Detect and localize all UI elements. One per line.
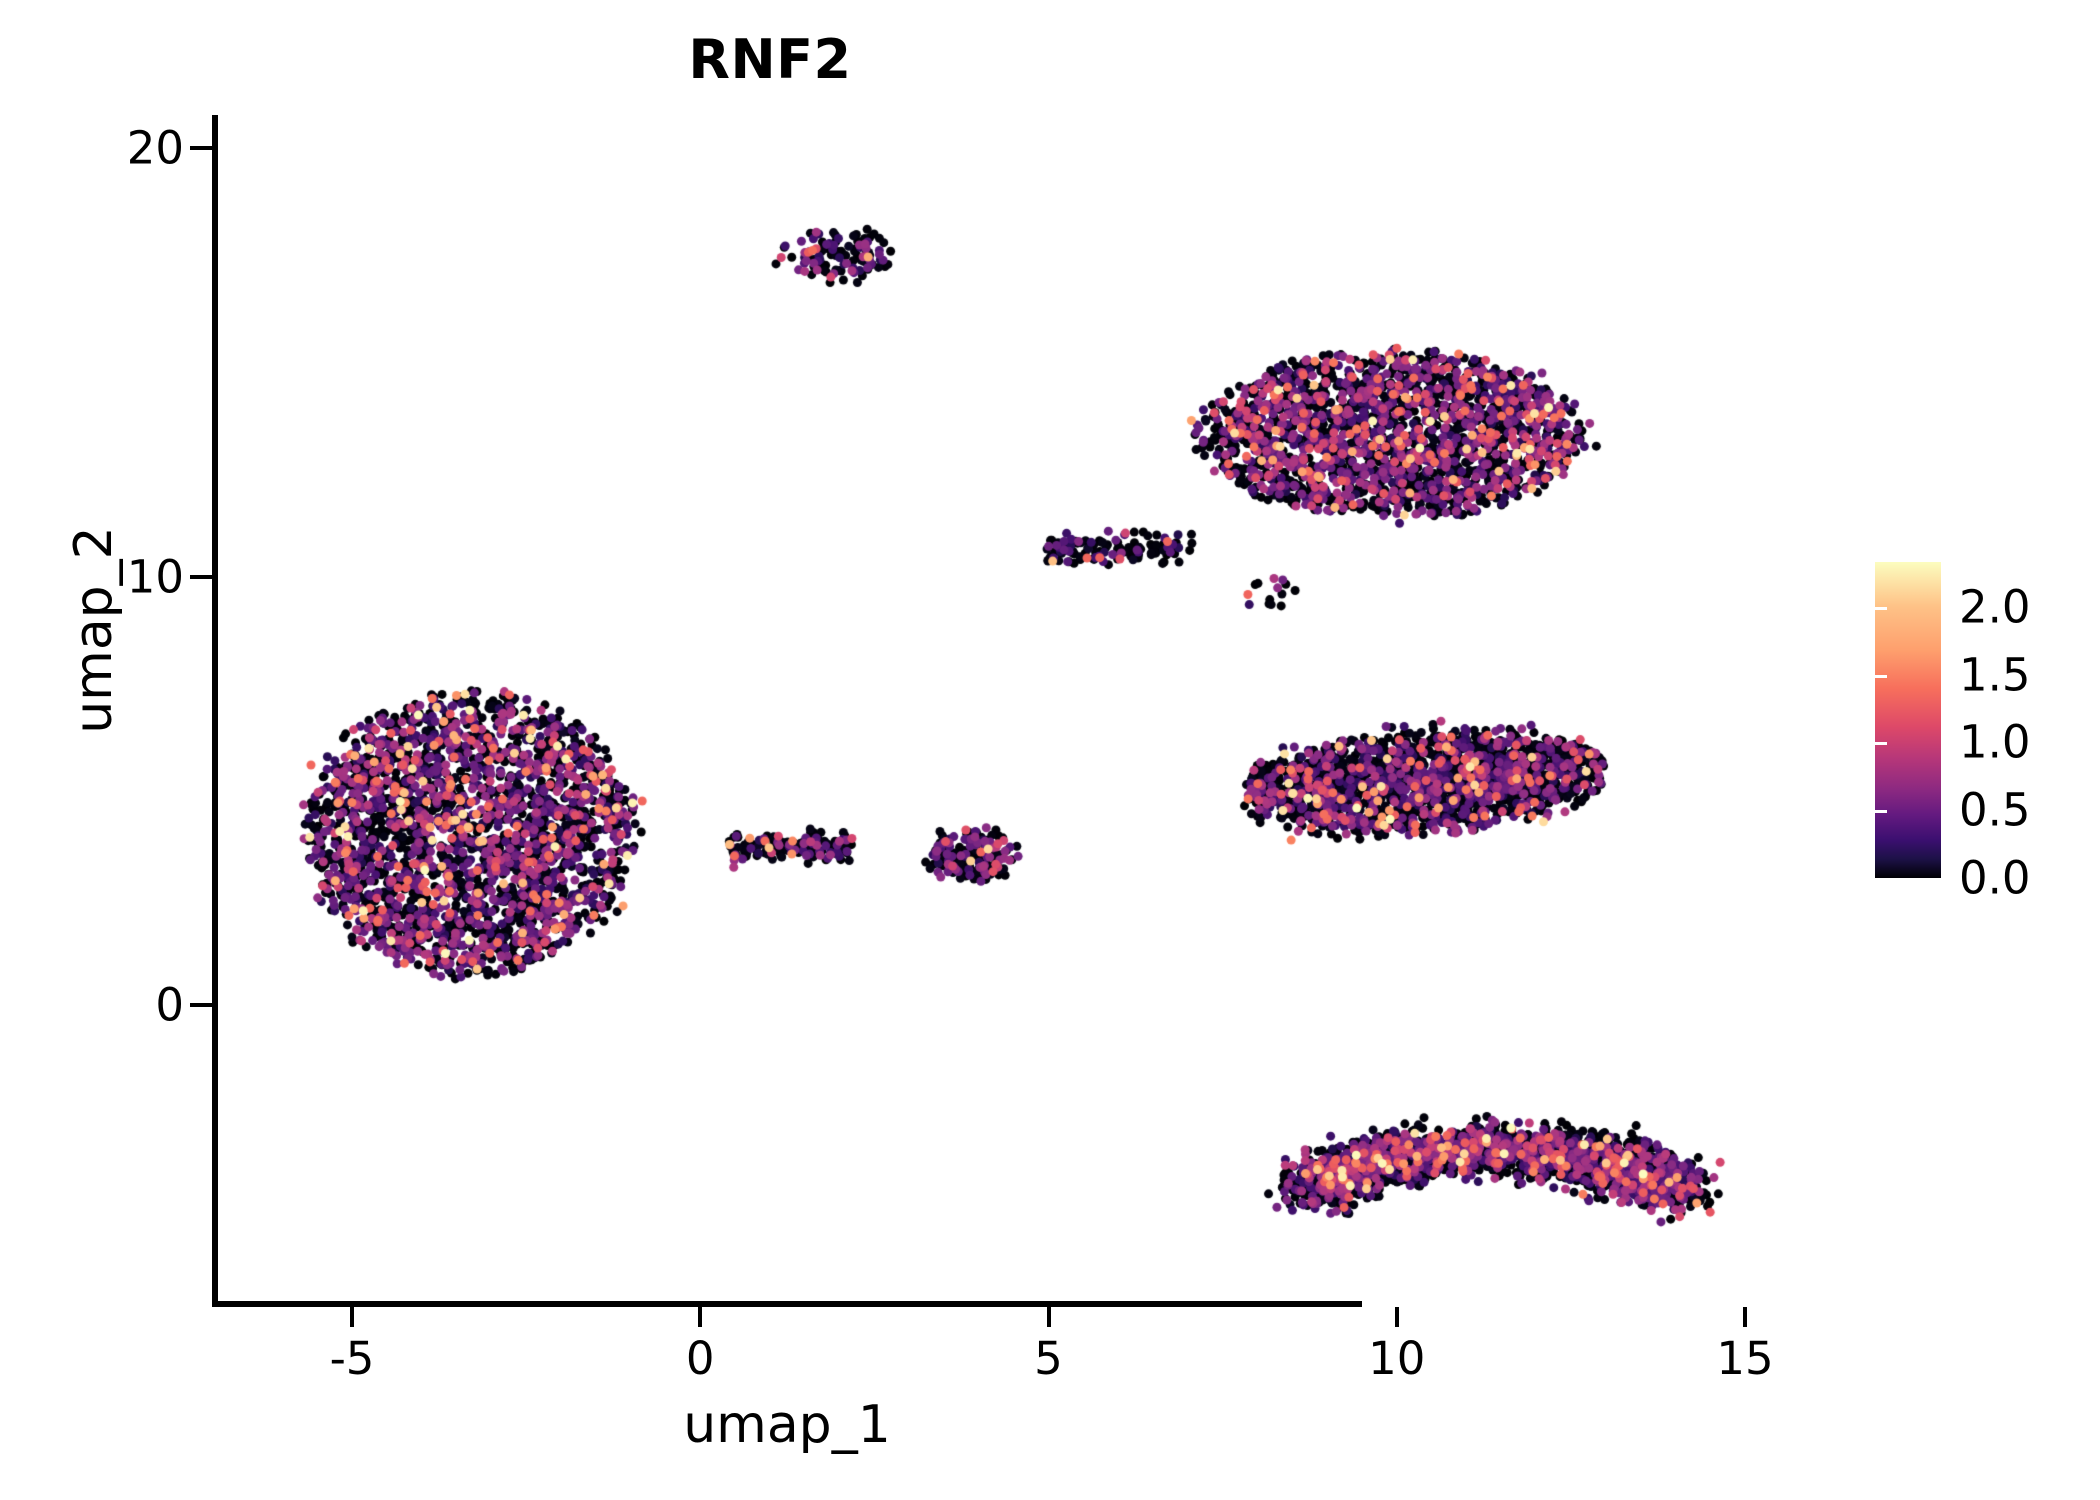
colorbar-tick-mark-3 <box>1863 810 1875 814</box>
colorbar-tick-label-1: 1.5 <box>1959 648 2031 702</box>
x-tick-0 <box>350 1307 354 1327</box>
y-tick-label-1: 10 <box>126 550 184 603</box>
page-title: RNF2 <box>688 28 852 91</box>
colorbar-tick-mark-0 <box>1863 606 1875 610</box>
x-tick-4 <box>1743 1307 1747 1327</box>
colorbar-tick-mark-1 <box>1863 674 1875 678</box>
y-axis-label: umap_2 <box>64 526 124 734</box>
colorbar-tick-label-2: 1.0 <box>1959 715 2031 769</box>
colorbar-tick-label-4: 0.0 <box>1959 851 2031 905</box>
x-tick-2 <box>1046 1307 1051 1327</box>
colorbar-tick-mark-0 <box>1875 606 1887 610</box>
x-tick-1 <box>698 1307 703 1327</box>
x-tick-label-3: 10 <box>1368 1332 1426 1385</box>
x-tick-3 <box>1394 1307 1399 1327</box>
colorbar-tick-label-3: 0.5 <box>1959 783 2031 837</box>
colorbar-tick-label-0: 2.0 <box>1959 580 2031 634</box>
colorbar-tick-mark-4 <box>1863 878 1875 881</box>
y-tick-label-2: 20 <box>126 121 184 175</box>
y-tick-1 <box>190 574 212 579</box>
x-tick-label-2: 5 <box>1034 1332 1063 1385</box>
colorbar-tick-mark-4 <box>1875 878 1887 881</box>
colorbar-gradient <box>1875 562 1941 878</box>
x-tick-label-0: -5 <box>329 1332 375 1385</box>
x-tick-label-4: 15 <box>1716 1332 1774 1385</box>
scatter-points-layer <box>212 115 2100 1305</box>
colorbar-tick-mark-2 <box>1875 742 1887 746</box>
y-tick-0 <box>190 1003 212 1007</box>
y-tick-label-0: 0 <box>155 978 184 1032</box>
y-tick-2 <box>190 146 212 150</box>
colorbar-tick-mark-1 <box>1875 674 1887 678</box>
x-axis-label: umap_1 <box>683 1395 891 1455</box>
colorbar-tick-mark-3 <box>1875 810 1887 814</box>
x-tick-label-1: 0 <box>685 1332 715 1385</box>
scatter-plot-canvas <box>212 115 2100 1305</box>
colorbar-tick-mark-2 <box>1863 742 1875 746</box>
